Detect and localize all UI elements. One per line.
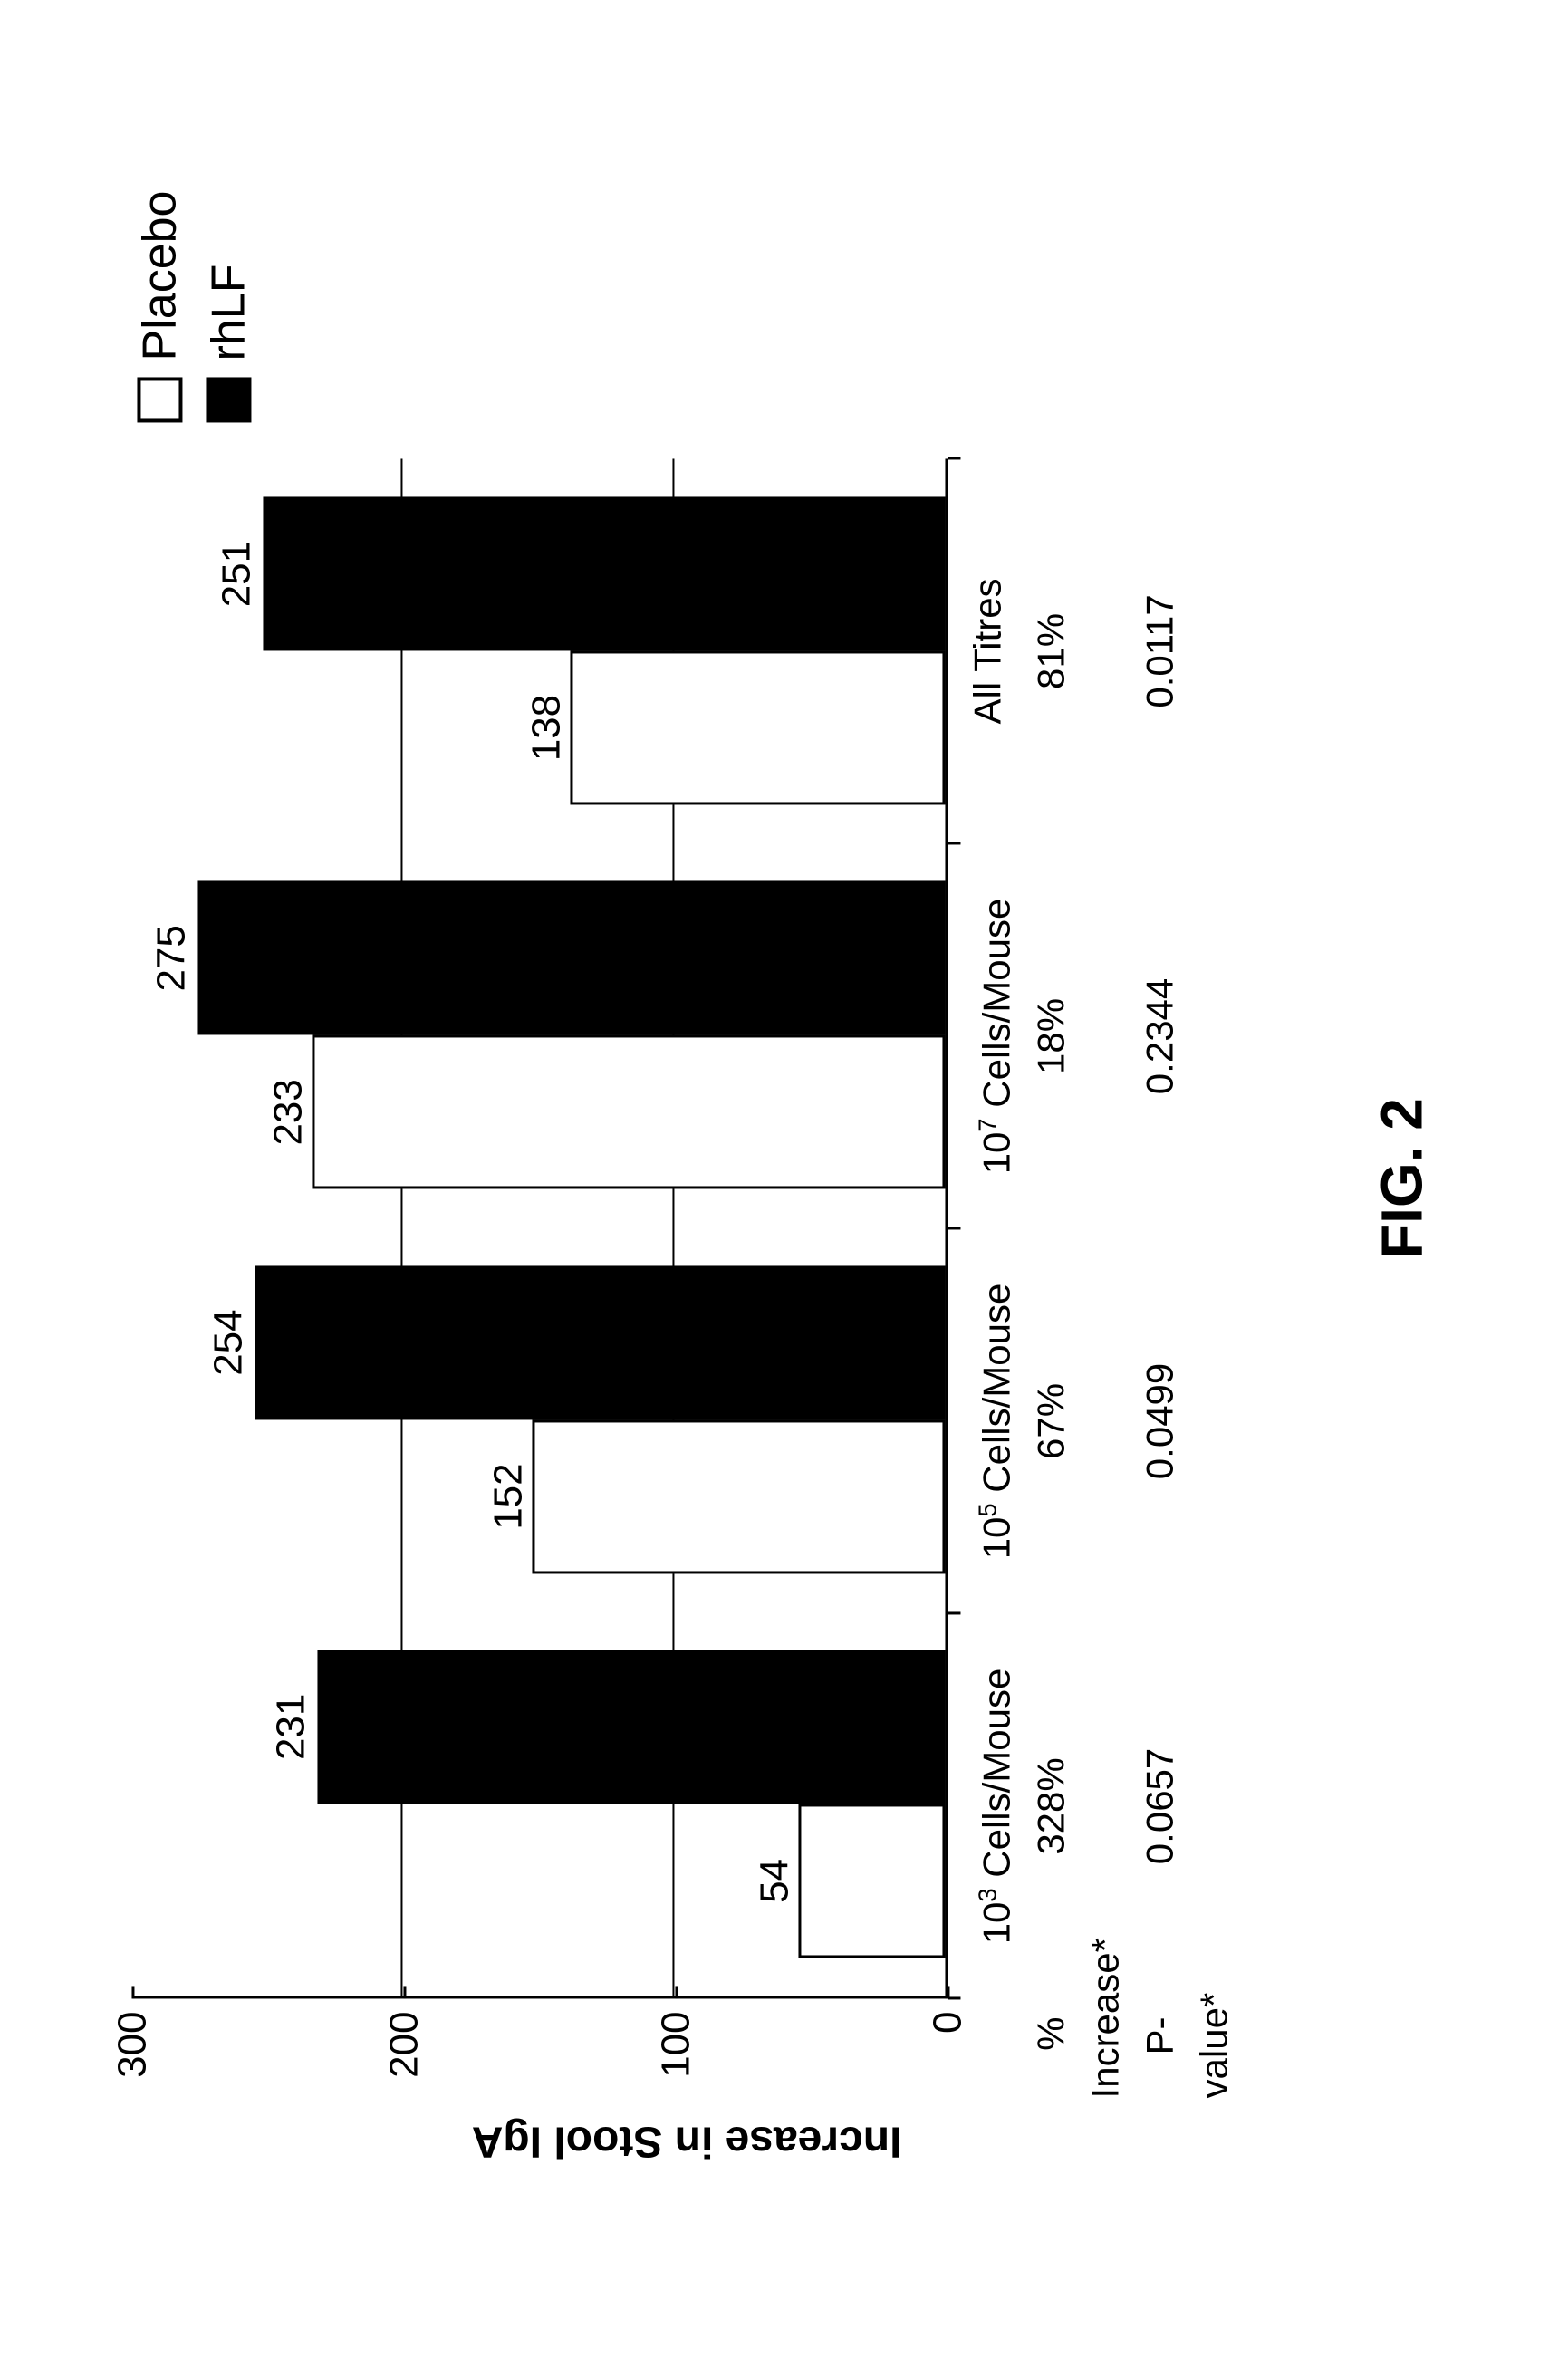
legend-item-rhlf: rhLF xyxy=(202,191,256,423)
xpct-cell: 81% xyxy=(1024,458,1133,843)
xpct-cell: 328% xyxy=(1024,1613,1133,1998)
p-value-header: P-value* xyxy=(1133,1998,1242,2098)
figure-caption: FIG. 2 xyxy=(1369,1098,1436,1259)
legend-swatch-placebo xyxy=(138,377,183,422)
plot-column: 3002001000 54231152254233275138251 103 C… xyxy=(133,458,1242,2098)
bar-groups: 54231152254233275138251 xyxy=(133,458,946,1996)
bar-value-label: 233 xyxy=(266,1038,312,1187)
legend-label-placebo: Placebo xyxy=(133,191,188,361)
chart-row: Increase in Stool IgA 3002001000 5423115… xyxy=(133,191,1242,2167)
bar-placebo: 233 xyxy=(313,1035,946,1189)
x-category-labels: 103 Cells/Mouse105 Cells/Mouse107 Cells/… xyxy=(961,458,1024,1998)
x-category-row: 103 Cells/Mouse105 Cells/Mouse107 Cells/… xyxy=(961,458,1024,2098)
legend-item-placebo: Placebo xyxy=(133,191,188,423)
bar-rhlf: 251 xyxy=(264,497,946,651)
p-value-row: P-value* 0.06570.04990.23440.0117 xyxy=(1133,458,1242,2098)
bar-placebo: 152 xyxy=(533,1419,946,1573)
bar-group: 54231 xyxy=(318,1611,946,1996)
legend-label-rhlf: rhLF xyxy=(202,265,256,361)
x-tick-mark xyxy=(948,842,961,845)
plot-area: 54231152254233275138251 xyxy=(133,458,948,1998)
bar-value-label: 275 xyxy=(149,881,195,1035)
bar-value-label: 138 xyxy=(524,654,570,803)
bar-group: 138251 xyxy=(264,458,946,842)
xcat-cell: 103 Cells/Mouse xyxy=(961,1613,1024,1998)
bar-placebo: 54 xyxy=(799,1804,946,1958)
pct-increase-row: % Increase* 328%67%18%81% xyxy=(1024,458,1133,2098)
bar-value-label: 231 xyxy=(269,1650,314,1804)
bar-value-label: 152 xyxy=(486,1422,532,1571)
xpct-cell: 67% xyxy=(1024,1228,1133,1613)
y-axis-label: Increase in Stool IgA xyxy=(280,2116,1095,2166)
bar-rhlf: 231 xyxy=(318,1650,946,1804)
bar-value-label: 254 xyxy=(207,1265,252,1419)
figure: Increase in Stool IgA 3002001000 5423115… xyxy=(133,191,1436,2167)
legend-swatch-rhlf xyxy=(207,377,252,422)
x-ticks xyxy=(948,458,961,1998)
xcat-cell: All Titres xyxy=(961,458,1024,843)
bar-value-label: 251 xyxy=(215,497,260,651)
bar-value-label: 54 xyxy=(753,1806,798,1955)
bar-rhlf: 254 xyxy=(255,1265,946,1419)
pct-increase-header: % Increase* xyxy=(1024,1998,1133,2098)
xcat-cell: 105 Cells/Mouse xyxy=(961,1228,1024,1613)
x-tick-mark xyxy=(948,1612,961,1615)
bar-group: 152254 xyxy=(255,1227,946,1611)
y-tick-labels: 3002001000 xyxy=(133,1998,948,2098)
p-value-values: 0.06570.04990.23440.0117 xyxy=(1133,458,1242,1998)
xpval-cell: 0.2344 xyxy=(1133,843,1242,1228)
xpval-cell: 0.0117 xyxy=(1133,458,1242,843)
bar-group: 233275 xyxy=(198,843,946,1227)
xpct-cell: 18% xyxy=(1024,843,1133,1228)
bar-rhlf: 275 xyxy=(198,881,946,1035)
xpval-cell: 0.0657 xyxy=(1133,1613,1242,1998)
pct-increase-values: 328%67%18%81% xyxy=(1024,458,1133,1998)
x-tick-mark xyxy=(948,1227,961,1230)
x-tick-row xyxy=(948,458,961,2098)
bar-placebo: 138 xyxy=(571,651,946,805)
plot-area-row: 3002001000 54231152254233275138251 xyxy=(133,458,948,2098)
xpval-cell: 0.0499 xyxy=(1133,1228,1242,1613)
x-tick-mark xyxy=(948,457,961,460)
legend: Placebo rhLF xyxy=(133,191,256,423)
xcat-cell: 107 Cells/Mouse xyxy=(961,843,1024,1228)
rotated-figure-wrapper: Increase in Stool IgA 3002001000 5423115… xyxy=(133,191,1436,2167)
x-tick-mark xyxy=(948,1997,961,2000)
